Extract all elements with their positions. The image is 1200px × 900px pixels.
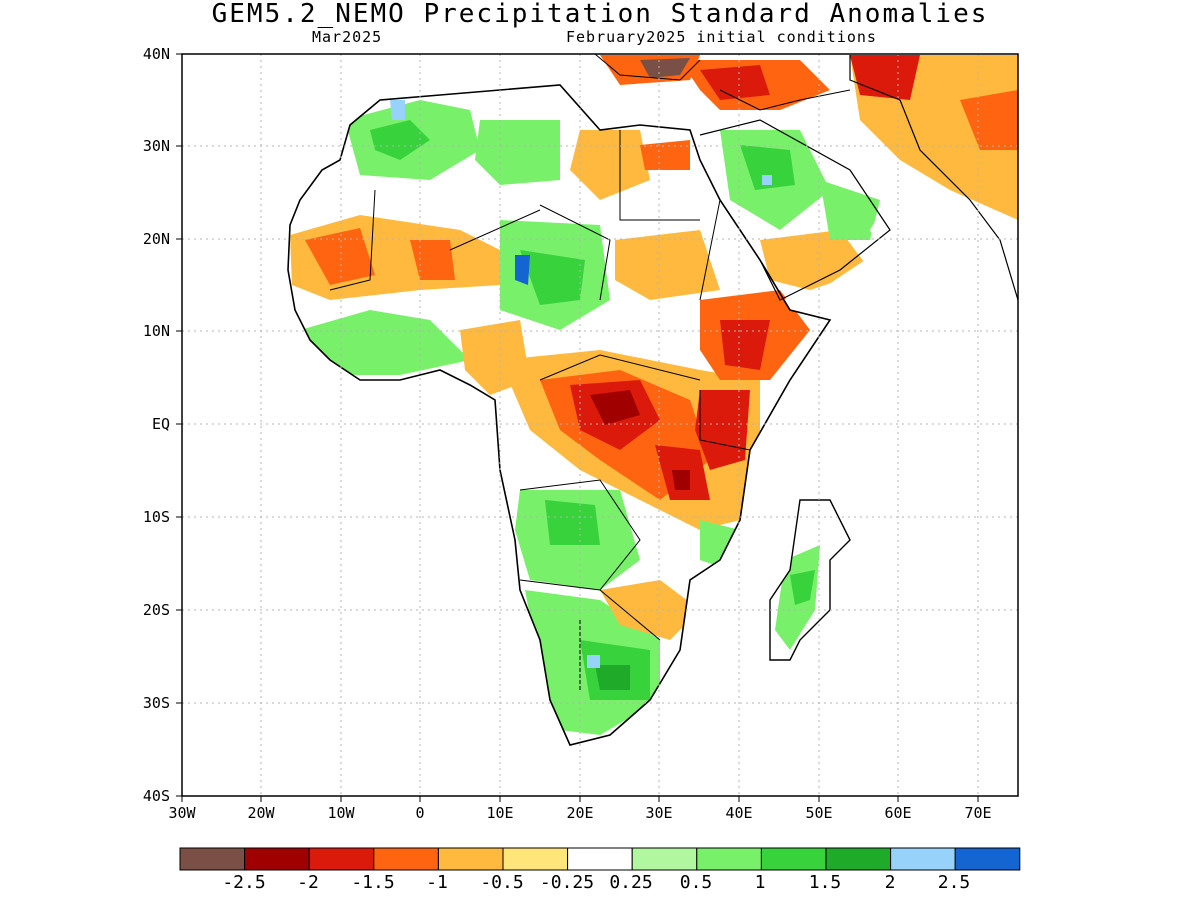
lon-label-20w: 20W — [247, 804, 275, 822]
colorbar-swatch — [308, 847, 375, 871]
lat-label-20s: 20S — [142, 601, 170, 619]
forecast-month: Mar2025 — [312, 28, 383, 46]
colorbar-swatch — [437, 847, 504, 871]
lon-label-40e: 40E — [725, 804, 753, 822]
colorbar-swatch — [760, 847, 827, 871]
lon-label-60e: 60E — [884, 804, 912, 822]
colorbar-swatch — [890, 847, 956, 871]
initial-conditions: February2025 initial conditions — [566, 28, 877, 46]
colorbar-label: -2.5 — [222, 872, 266, 893]
lat-label-30n: 30N — [142, 137, 170, 155]
colorbar-swatch — [825, 847, 892, 871]
lon-label-50e: 50E — [805, 804, 833, 822]
plot-frame — [181, 53, 1019, 797]
lon-label-10w: 10W — [327, 804, 355, 822]
lon-label-30e: 30E — [645, 804, 673, 822]
colorbar-swatch — [567, 847, 633, 871]
lat-label-40n: 40N — [142, 45, 170, 63]
colorbar-label: 1 — [754, 872, 766, 893]
colorbar — [179, 847, 1021, 871]
colorbar-label: -2 — [297, 872, 319, 893]
tick-marks — [176, 53, 979, 802]
colorbar-label: -1.5 — [351, 872, 395, 893]
colorbar-swatch — [179, 847, 246, 871]
colorbar-label: -0.5 — [480, 872, 524, 893]
lon-label-70e: 70E — [964, 804, 992, 822]
lat-label-20n: 20N — [142, 230, 170, 248]
lat-label-10n: 10N — [142, 322, 170, 340]
colorbar-swatch — [502, 847, 569, 871]
colorbar-label: 0.5 — [679, 872, 713, 893]
colorbar-swatch — [373, 847, 439, 871]
colorbar-swatch — [244, 847, 310, 871]
lat-label-40s: 40S — [142, 787, 170, 805]
colorbar-label: 2 — [884, 872, 896, 893]
colorbar-swatch — [631, 847, 698, 871]
lat-label-eq: EQ — [151, 415, 170, 433]
colorbar-swatch — [954, 847, 1021, 871]
map-title: GEM5.2_NEMO Precipitation Standard Anoma… — [211, 0, 989, 29]
lat-label-10s: 10S — [142, 508, 170, 526]
lon-label-20e: 20E — [566, 804, 594, 822]
colorbar-label: -1 — [426, 872, 448, 893]
lon-label-10e: 10E — [486, 804, 514, 822]
lon-label-0: 0 — [415, 804, 425, 822]
lon-label-30w: 30W — [168, 804, 196, 822]
colorbar-label: -0.25 — [539, 872, 595, 893]
colorbar-label: 1.5 — [808, 872, 842, 893]
colorbar-label: 2.5 — [937, 872, 971, 893]
anomaly-field — [287, 54, 1018, 746]
colorbar-swatch — [696, 847, 762, 871]
lat-label-30s: 30S — [142, 694, 170, 712]
colorbar-label: 0.25 — [609, 872, 653, 893]
graticule — [182, 54, 1018, 796]
